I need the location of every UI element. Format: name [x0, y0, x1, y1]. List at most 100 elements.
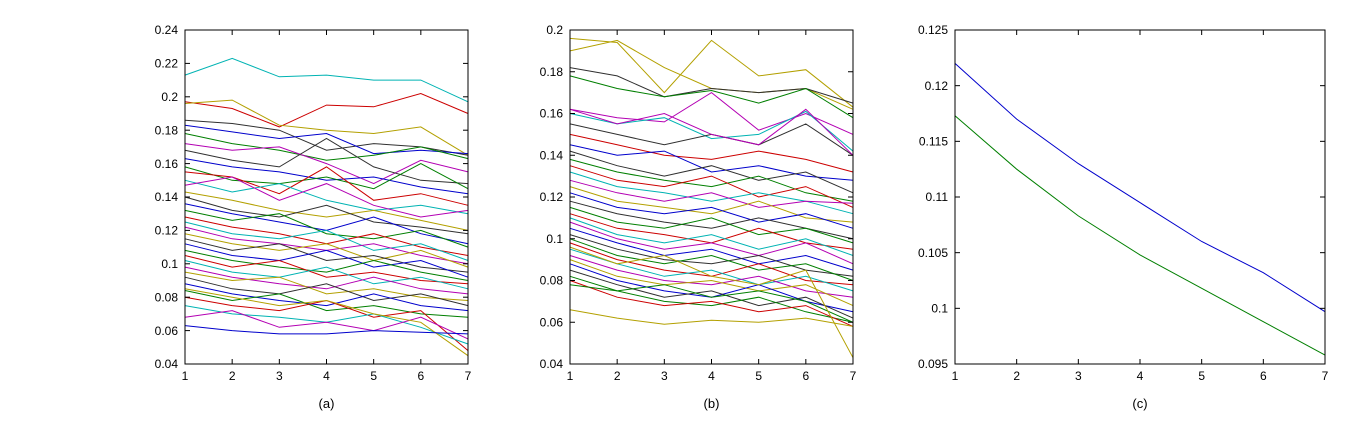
- x-tick-label: 5: [1198, 369, 1205, 383]
- panel-c: 1 2 3 4 5 6 7 0.095 0.1 0.105 0.11 0.115 0.12 0.125 (…: [905, 14, 1337, 411]
- y-tick-label: 0.06: [540, 315, 564, 329]
- series-line: [184, 249, 469, 281]
- y-tick-label: 0.22: [155, 57, 179, 71]
- series-line: [569, 192, 854, 229]
- x-tick-label: 1: [567, 369, 574, 383]
- y-tick-label: 0.04: [540, 357, 564, 371]
- y-tick-label: 0.08: [540, 274, 564, 288]
- x-tick-label: 3: [661, 369, 668, 383]
- panel-c-xlabel: (c): [1132, 396, 1148, 411]
- x-tick-label: 5: [755, 369, 762, 383]
- x-tick-label: 3: [276, 369, 283, 383]
- y-tick-label: 0.12: [540, 190, 564, 204]
- y-tick-label: 0.1: [161, 257, 178, 271]
- series-line: [954, 63, 1326, 313]
- x-tick-label: 6: [1260, 369, 1267, 383]
- series-line: [184, 271, 469, 301]
- axis-box: [954, 29, 1326, 365]
- series-line: [954, 115, 1326, 356]
- series-line: [569, 179, 854, 208]
- series-line: [569, 221, 854, 265]
- series-line: [569, 217, 854, 256]
- panel-a: 1 2 3 4 5 6 7 0.04 0.06 0.08 0.1 0.12 0.14 0.16 0.18 0.…: [135, 14, 480, 411]
- series-line: [569, 158, 854, 202]
- y-tick-label: 0.2: [546, 23, 563, 37]
- series-line: [184, 133, 469, 161]
- series-line: [569, 259, 854, 307]
- series-line: [569, 284, 854, 323]
- series-line: [569, 123, 854, 156]
- series-line: [184, 57, 469, 103]
- series-line: [184, 290, 469, 318]
- series-line: [184, 143, 469, 185]
- y-tick-label: 0.24: [155, 23, 179, 37]
- series-line: [184, 191, 469, 231]
- x-tick-label: 6: [417, 369, 424, 383]
- series-line: [569, 144, 854, 181]
- series-line: [184, 255, 469, 285]
- series-line: [569, 108, 854, 156]
- series-line: [569, 280, 854, 327]
- x-tick-label: 4: [323, 369, 330, 383]
- series-line: [184, 266, 469, 295]
- panel-b-plot: 1 2 3 4 5 6 7 0.04 0.06 0.08 0.1 0.12 0.14 0.16 0.18 0.…: [540, 23, 857, 383]
- series-line: [184, 325, 469, 335]
- series-line: [569, 186, 854, 223]
- series-line: [184, 260, 469, 290]
- series-line: [569, 150, 854, 194]
- series-line: [184, 310, 469, 340]
- series-line: [184, 288, 469, 357]
- panel-c-plot: 1 2 3 4 5 6 7 0.095 0.1 0.105 0.11 0.115 0.12 0.125: [918, 23, 1329, 383]
- series-line: [184, 179, 469, 215]
- series-line: [569, 213, 854, 250]
- x-tick-label: 7: [465, 369, 472, 383]
- y-tick-label: 0.115: [919, 135, 948, 149]
- series-line: [569, 238, 854, 281]
- y-tick-label: 0.1: [931, 302, 948, 316]
- y-tick-label: 0.16: [540, 107, 564, 121]
- series-line: [569, 309, 854, 327]
- y-tick-label: 0.14: [155, 190, 179, 204]
- x-tick-label: 7: [850, 369, 857, 383]
- series-line: [184, 276, 469, 307]
- series-line: [569, 91, 854, 135]
- x-tick-label: 1: [952, 369, 959, 383]
- y-tick-label: 0.125: [918, 23, 948, 37]
- x-tick-label: 4: [1137, 369, 1144, 383]
- panel-a-xlabel: (a): [318, 396, 335, 411]
- series-line: [184, 158, 469, 195]
- y-tick-label: 0.12: [925, 79, 949, 93]
- x-tick-label: 7: [1322, 369, 1329, 383]
- panel-b-xlabel: (b): [703, 396, 720, 411]
- y-tick-label: 0.14: [540, 148, 564, 162]
- series-line: [569, 37, 854, 108]
- series-line: [184, 196, 469, 235]
- series-line: [184, 92, 469, 128]
- series-line: [184, 163, 469, 190]
- series-line: [184, 243, 469, 278]
- x-tick-label: 3: [1075, 369, 1082, 383]
- x-tick-label: 1: [182, 369, 189, 383]
- series-line: [184, 176, 469, 218]
- y-tick-label: 0.12: [155, 224, 179, 238]
- series-line: [569, 227, 854, 271]
- x-tick-label: 4: [708, 369, 715, 383]
- series-line: [184, 124, 469, 155]
- series-line: [569, 165, 854, 208]
- y-tick-label: 0.2: [161, 90, 178, 104]
- series-line: [184, 221, 469, 261]
- series-line: [569, 206, 854, 244]
- y-tick-label: 0.095: [918, 357, 948, 371]
- y-tick-label: 0.16: [155, 157, 179, 171]
- series-line: [184, 209, 469, 248]
- y-tick-label: 0.18: [540, 65, 564, 79]
- series-line: [184, 233, 469, 268]
- series-line: [569, 75, 854, 119]
- x-tick-label: 2: [1013, 369, 1020, 383]
- series-line: [569, 255, 854, 298]
- y-tick-label: 0.04: [155, 357, 179, 371]
- x-tick-label: 2: [229, 369, 236, 383]
- y-tick-label: 0.18: [155, 123, 179, 137]
- panel-b: 1 2 3 4 5 6 7 0.04 0.06 0.08 0.1 0.12 0.14 0.16 0.18 0.…: [520, 14, 865, 411]
